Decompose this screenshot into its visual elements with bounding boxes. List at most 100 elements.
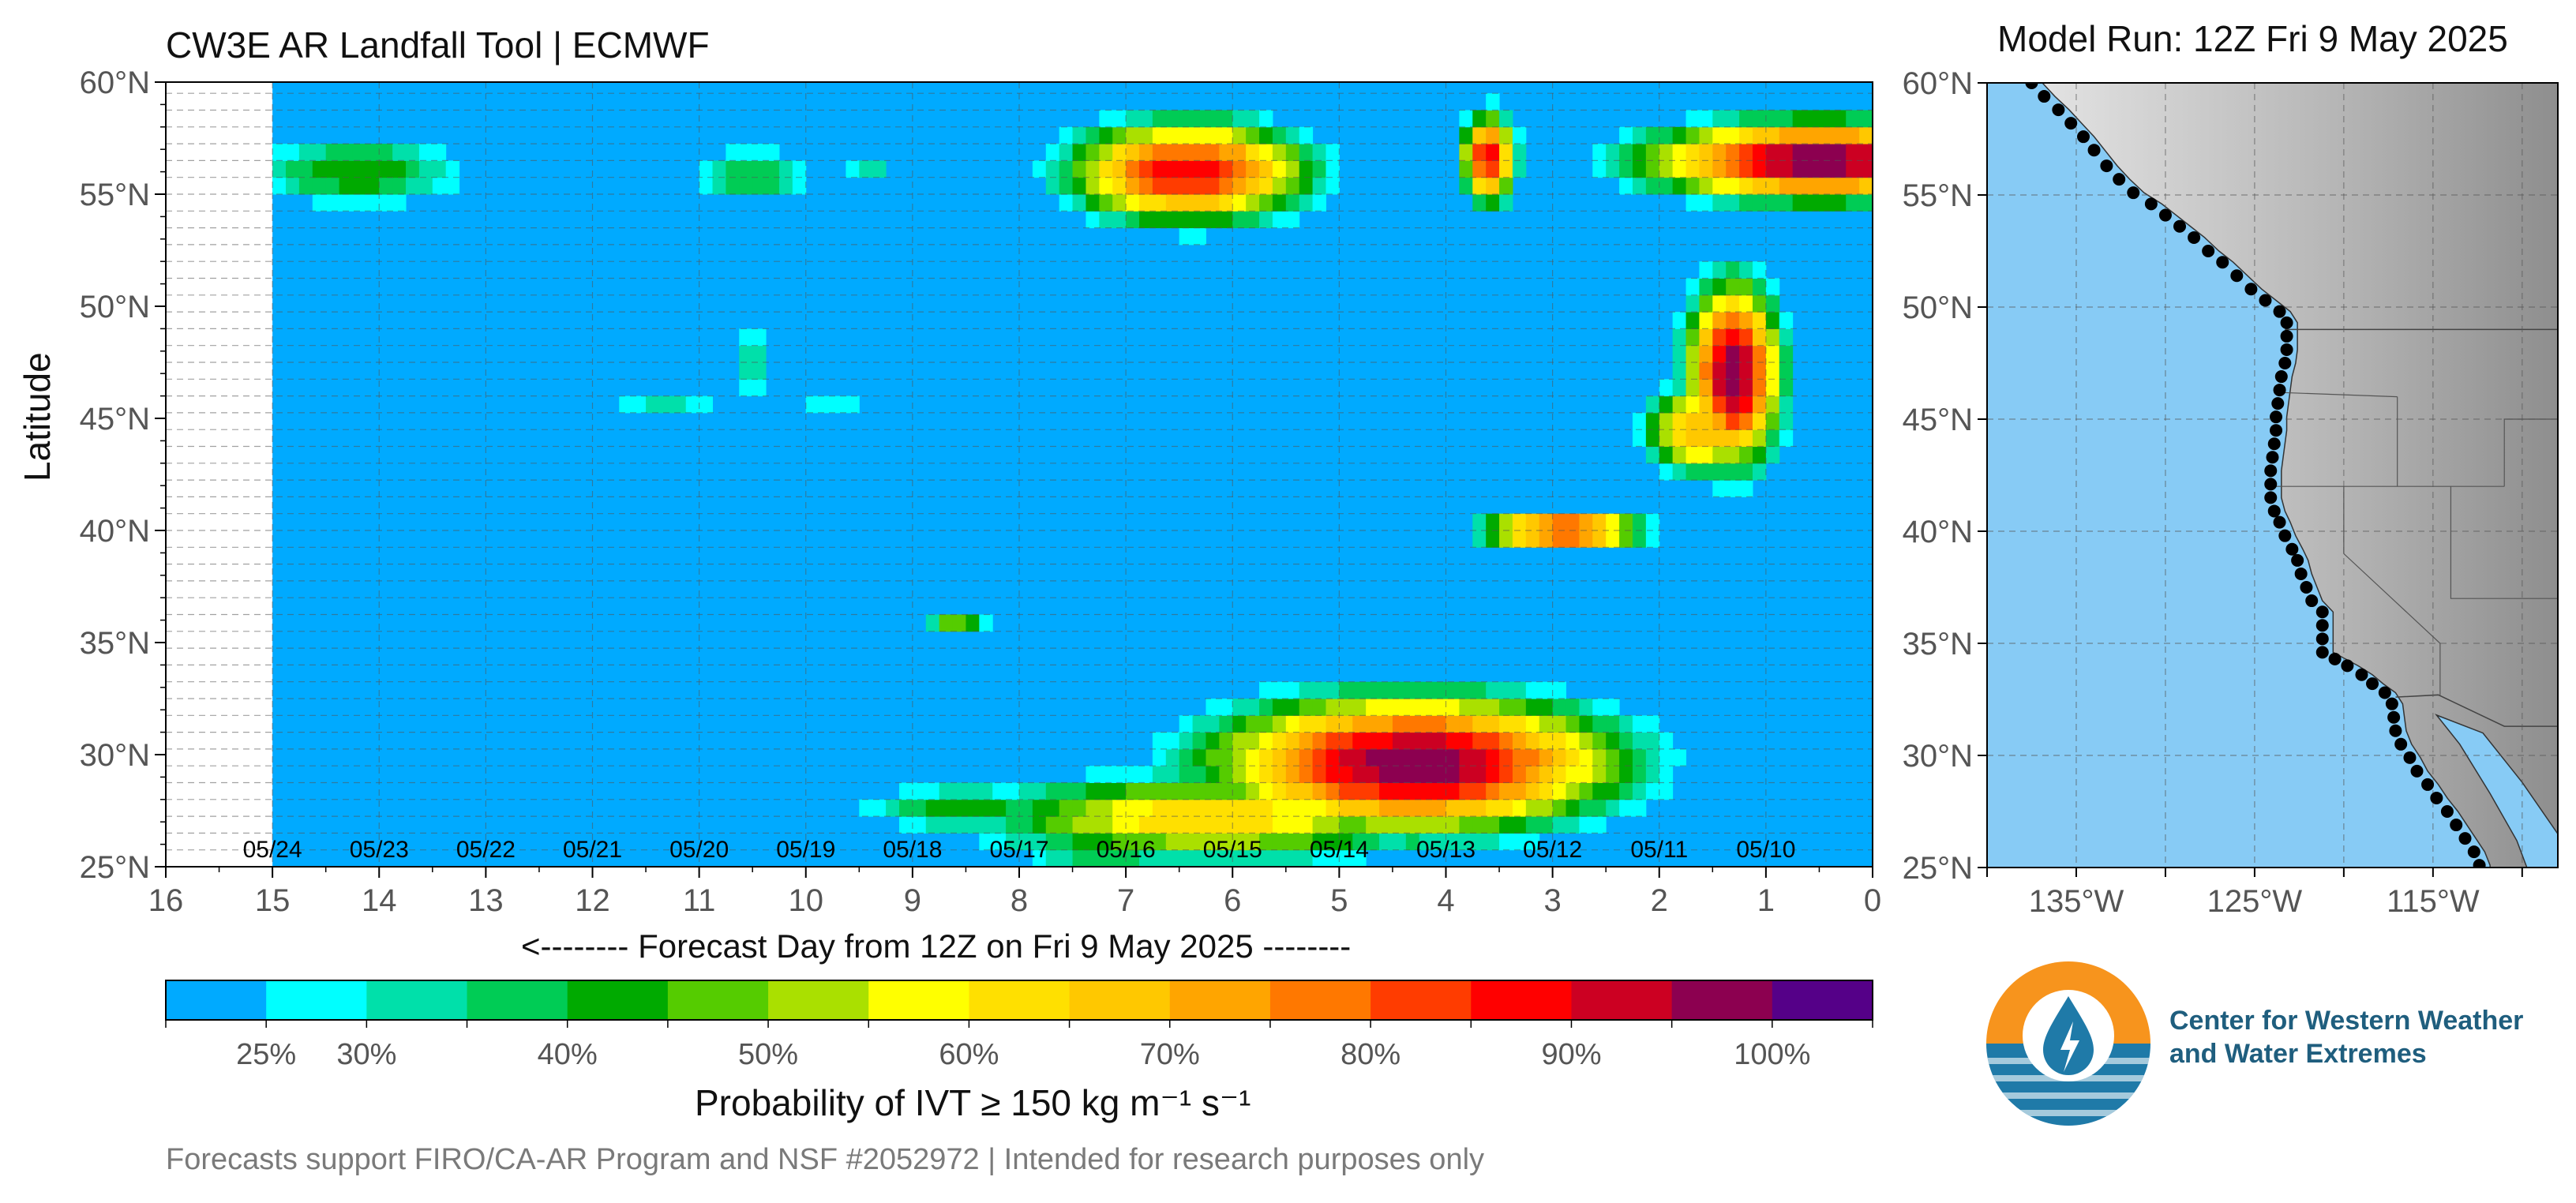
date-label: 05/20 <box>669 837 729 863</box>
landfall-point <box>2300 581 2313 594</box>
heatmap-cell <box>1139 211 1153 229</box>
heatmap-cell <box>1779 144 1794 161</box>
heatmap-cell <box>1072 849 1086 868</box>
heatmap-cell <box>1765 278 1780 296</box>
heatmap-cell <box>1192 144 1206 161</box>
heatmap-cell <box>1699 312 1713 329</box>
heatmap-cell <box>1632 177 1647 195</box>
heatmap-cell <box>1285 833 1300 851</box>
map-lat-label: 40°N <box>1903 515 1973 549</box>
landfall-point <box>2385 697 2398 710</box>
heatmap-cell <box>1832 144 1847 161</box>
heatmap-cell <box>1565 513 1580 531</box>
heatmap-cell <box>1779 379 1794 397</box>
heatmap-cell <box>1152 110 1167 128</box>
heatmap-cell <box>1325 699 1340 716</box>
heatmap-cell <box>898 816 913 834</box>
heatmap-cell <box>1726 395 1740 414</box>
colorbar-label: Probability of IVT ≥ 150 kg m⁻¹ s⁻¹ <box>695 1082 1251 1123</box>
heatmap-cell <box>1246 833 1260 851</box>
heatmap-cell <box>1366 748 1380 766</box>
heatmap-cell <box>1032 799 1047 817</box>
heatmap-cell <box>325 194 340 212</box>
heatmap-cell <box>1325 748 1340 766</box>
landfall-point <box>2100 159 2113 173</box>
heatmap-cell <box>1606 732 1620 750</box>
heatmap-cell <box>1045 160 1060 178</box>
heatmap-cell <box>1726 278 1740 296</box>
colorbar-segment <box>969 980 1071 1020</box>
heatmap-cell <box>1285 211 1300 229</box>
heatmap-cell <box>1672 312 1687 329</box>
heatmap-cell <box>1246 110 1260 128</box>
heatmap-cell <box>1139 816 1153 834</box>
landfall-point <box>2052 103 2065 117</box>
heatmap-cell <box>1152 849 1167 868</box>
border-states <box>2268 392 2558 695</box>
heatmap-cell <box>1712 463 1727 481</box>
x-tick-label: 6 <box>1224 883 1241 918</box>
heatmap-cell <box>272 144 287 161</box>
heatmap-cell <box>1726 312 1740 329</box>
heatmap-cell <box>1352 748 1367 766</box>
y-tick-label: 60°N <box>80 66 150 100</box>
heatmap-cell <box>1379 699 1393 716</box>
heatmap-cell <box>352 144 366 161</box>
heatmap-cell <box>1472 681 1487 699</box>
heatmap-cell <box>1459 177 1473 195</box>
heatmap-cell <box>1112 194 1127 212</box>
heatmap-cell <box>1366 681 1380 699</box>
heatmap-cell <box>1539 816 1554 834</box>
landfall-point <box>2328 652 2342 665</box>
heatmap-cell <box>1019 782 1033 800</box>
heatmap-cell <box>1552 681 1567 699</box>
heatmap-cell <box>1632 732 1647 750</box>
colorbar-segment <box>1671 980 1773 1020</box>
logo-line-2: and Water Extremes <box>2169 1039 2427 1069</box>
heatmap-cell <box>1112 849 1127 868</box>
landfall-point <box>2467 845 2480 859</box>
heatmap-cell <box>1472 715 1487 733</box>
heatmap-cell <box>1072 194 1086 212</box>
heatmap-cell <box>1579 816 1593 834</box>
heatmap-axes: 25°N30°N35°N40°N45°N50°N55°N60°N16 15 14 13… <box>80 66 1882 918</box>
heatmap-cell <box>1246 160 1260 178</box>
heatmap-cell <box>1072 833 1086 851</box>
date-label: 05/11 <box>1630 837 1688 863</box>
colorbar-tick-label: 60% <box>939 1038 999 1071</box>
heatmap-cell <box>1192 110 1206 128</box>
chart-title: CW3E AR Landfall Tool | ECMWF <box>166 24 710 66</box>
heatmap-cell <box>1765 412 1780 430</box>
heatmap-cell <box>1246 177 1260 195</box>
heatmap-cell <box>1712 194 1727 212</box>
heatmap-cell <box>1419 766 1434 783</box>
heatmap-cell <box>1712 362 1727 380</box>
heatmap-cell <box>1832 194 1847 212</box>
heatmap-cell <box>1645 513 1660 531</box>
heatmap-cell <box>886 799 900 817</box>
heatmap-cell <box>1419 748 1434 766</box>
heatmap-cell <box>1712 312 1727 329</box>
heatmap-cell <box>392 160 407 178</box>
heatmap-cell <box>1339 833 1353 851</box>
heatmap-cell <box>1726 429 1740 447</box>
heatmap-cell <box>1126 816 1140 834</box>
heatmap-cell <box>1272 782 1287 800</box>
heatmap-cell <box>1232 715 1247 733</box>
heatmap-cell <box>1099 211 1113 229</box>
heatmap-cell <box>1645 395 1660 414</box>
heatmap-cell <box>1165 766 1180 783</box>
heatmap-cell <box>1312 799 1326 817</box>
landfall-point <box>2440 805 2454 818</box>
heatmap-cell <box>1246 782 1260 800</box>
heatmap-cell <box>1285 732 1300 750</box>
heatmap-cell <box>1765 379 1780 397</box>
heatmap-cell <box>739 345 753 363</box>
heatmap-cell <box>1379 799 1393 817</box>
heatmap-cell <box>1325 177 1340 195</box>
heatmap-cell <box>1246 849 1260 868</box>
heatmap-cell <box>1072 782 1086 800</box>
heatmap-cell <box>1219 799 1233 817</box>
heatmap-cell <box>1059 816 1074 834</box>
x-tick-label: 15 <box>255 883 291 918</box>
